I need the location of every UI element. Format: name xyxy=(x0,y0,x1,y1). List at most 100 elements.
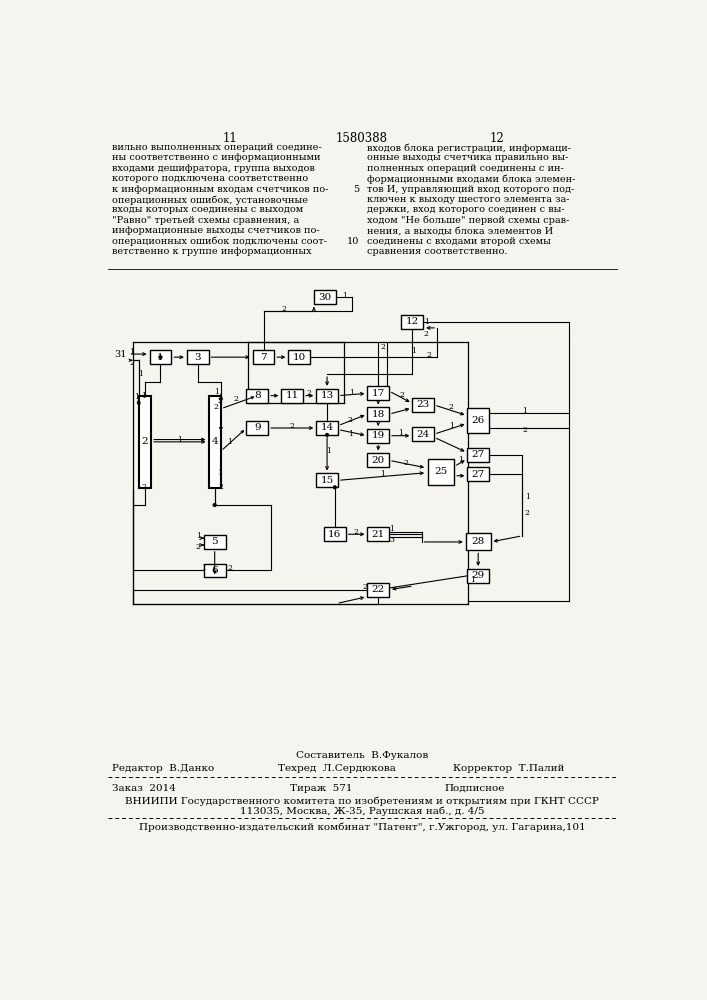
Text: сравнения соответственно.: сравнения соответственно. xyxy=(368,247,508,256)
Text: входами дешифратора, группа выходов: входами дешифратора, группа выходов xyxy=(112,164,315,173)
Text: ходом "Не больше" первой схемы срав-: ходом "Не больше" первой схемы срав- xyxy=(368,216,570,225)
Bar xyxy=(204,535,226,549)
Text: 12: 12 xyxy=(406,317,419,326)
Text: 2: 2 xyxy=(218,483,223,491)
Text: 1: 1 xyxy=(522,407,527,415)
Text: 1: 1 xyxy=(411,347,416,355)
Text: 2: 2 xyxy=(525,509,530,517)
Text: которого подключена соответственно: которого подключена соответственно xyxy=(112,174,308,183)
Text: 11: 11 xyxy=(223,132,238,145)
Text: 1: 1 xyxy=(389,525,394,533)
Text: 1: 1 xyxy=(201,564,206,572)
Text: 2: 2 xyxy=(214,403,218,411)
Text: 7: 7 xyxy=(260,353,267,362)
Bar xyxy=(187,350,209,364)
Text: 2: 2 xyxy=(427,351,432,359)
Text: входы которых соединены с выходом: входы которых соединены с выходом xyxy=(112,205,303,214)
Bar xyxy=(368,583,389,597)
Text: 2: 2 xyxy=(228,564,233,572)
Text: 20: 20 xyxy=(372,456,385,465)
Bar xyxy=(402,315,423,329)
Text: 2: 2 xyxy=(129,359,134,367)
Text: Тираж  571: Тираж 571 xyxy=(290,784,352,793)
Text: 2: 2 xyxy=(522,426,527,434)
Text: 8: 8 xyxy=(254,391,261,400)
Text: 2: 2 xyxy=(380,343,385,351)
Text: 5: 5 xyxy=(211,537,218,546)
Text: 1: 1 xyxy=(525,493,530,501)
Text: 9: 9 xyxy=(254,424,261,432)
Text: ны соответственно с информационными: ны соответственно с информационными xyxy=(112,153,320,162)
Bar xyxy=(412,427,434,441)
Circle shape xyxy=(159,356,162,359)
Text: формационными входами блока элемен-: формационными входами блока элемен- xyxy=(368,174,575,184)
Text: 2: 2 xyxy=(141,437,148,446)
Bar xyxy=(324,527,346,541)
Text: ветственно к группе информационных: ветственно к группе информационных xyxy=(112,247,311,256)
Text: 1: 1 xyxy=(348,430,353,438)
Text: держки, вход которого соединен с вы-: держки, вход которого соединен с вы- xyxy=(368,205,565,214)
Text: 1: 1 xyxy=(398,429,403,437)
Text: 2: 2 xyxy=(217,397,222,405)
Text: 27: 27 xyxy=(472,450,485,459)
Bar xyxy=(368,386,389,400)
Text: 2: 2 xyxy=(423,330,428,338)
Bar xyxy=(428,459,454,485)
Text: 1: 1 xyxy=(423,318,428,326)
Text: 15: 15 xyxy=(320,476,334,485)
Text: 1: 1 xyxy=(134,393,139,401)
Text: Подписное: Подписное xyxy=(445,784,506,793)
Text: 19: 19 xyxy=(372,431,385,440)
Text: онные выходы счетчика правильно вы-: онные выходы счетчика правильно вы- xyxy=(368,153,568,162)
Bar xyxy=(467,408,489,433)
Bar xyxy=(316,421,338,435)
Text: 1: 1 xyxy=(449,422,453,430)
Text: 2: 2 xyxy=(290,422,295,430)
Text: ключен к выходу шестого элемента за-: ключен к выходу шестого элемента за- xyxy=(368,195,570,204)
Text: 3: 3 xyxy=(389,536,394,544)
Circle shape xyxy=(334,486,337,489)
Bar xyxy=(316,389,338,403)
Text: 1: 1 xyxy=(349,389,354,397)
Bar xyxy=(467,448,489,462)
Text: 2: 2 xyxy=(141,483,146,491)
Text: Техред  Л.Сердюкова: Техред Л.Сердюкова xyxy=(279,764,396,773)
Text: 4: 4 xyxy=(211,437,218,446)
Text: 17: 17 xyxy=(372,389,385,398)
Text: 10: 10 xyxy=(347,237,360,246)
Text: 11: 11 xyxy=(286,391,299,400)
Text: "Равно" третьей схемы сравнения, а: "Равно" третьей схемы сравнения, а xyxy=(112,216,299,225)
Text: 27: 27 xyxy=(472,470,485,479)
Text: 113035, Москва, Ж-35, Раушская наб., д. 4/5: 113035, Москва, Ж-35, Раушская наб., д. … xyxy=(240,807,484,816)
Text: 31: 31 xyxy=(115,350,127,359)
Text: 21: 21 xyxy=(372,530,385,539)
Bar xyxy=(467,467,489,481)
Text: 29: 29 xyxy=(472,571,485,580)
Text: 10: 10 xyxy=(293,353,306,362)
Bar xyxy=(252,350,274,364)
Text: 25: 25 xyxy=(434,467,448,476)
Circle shape xyxy=(326,434,329,436)
Bar xyxy=(412,398,434,412)
Text: 1: 1 xyxy=(196,532,201,540)
Text: ВНИИПИ Государственного комитета по изобретениям и открытиям при ГКНТ СССР: ВНИИПИ Государственного комитета по изоб… xyxy=(125,796,599,806)
Bar xyxy=(247,421,268,435)
Text: 13: 13 xyxy=(320,391,334,400)
Text: 22: 22 xyxy=(372,585,385,594)
Text: 1: 1 xyxy=(380,470,385,478)
Text: 2: 2 xyxy=(281,305,286,313)
Bar xyxy=(368,407,389,421)
Text: 1: 1 xyxy=(157,353,164,362)
Text: 1: 1 xyxy=(141,392,146,400)
Text: Редактор  В.Данко: Редактор В.Данко xyxy=(112,764,214,773)
Text: 1: 1 xyxy=(129,348,134,356)
Text: 1: 1 xyxy=(458,456,463,464)
Bar xyxy=(288,350,310,364)
Text: 1: 1 xyxy=(177,436,182,444)
Bar xyxy=(314,290,336,304)
Text: 1: 1 xyxy=(217,469,222,477)
Text: Корректор  Т.Палий: Корректор Т.Палий xyxy=(452,764,564,773)
Bar xyxy=(466,533,491,550)
Bar xyxy=(150,350,171,364)
Bar xyxy=(209,396,221,488)
